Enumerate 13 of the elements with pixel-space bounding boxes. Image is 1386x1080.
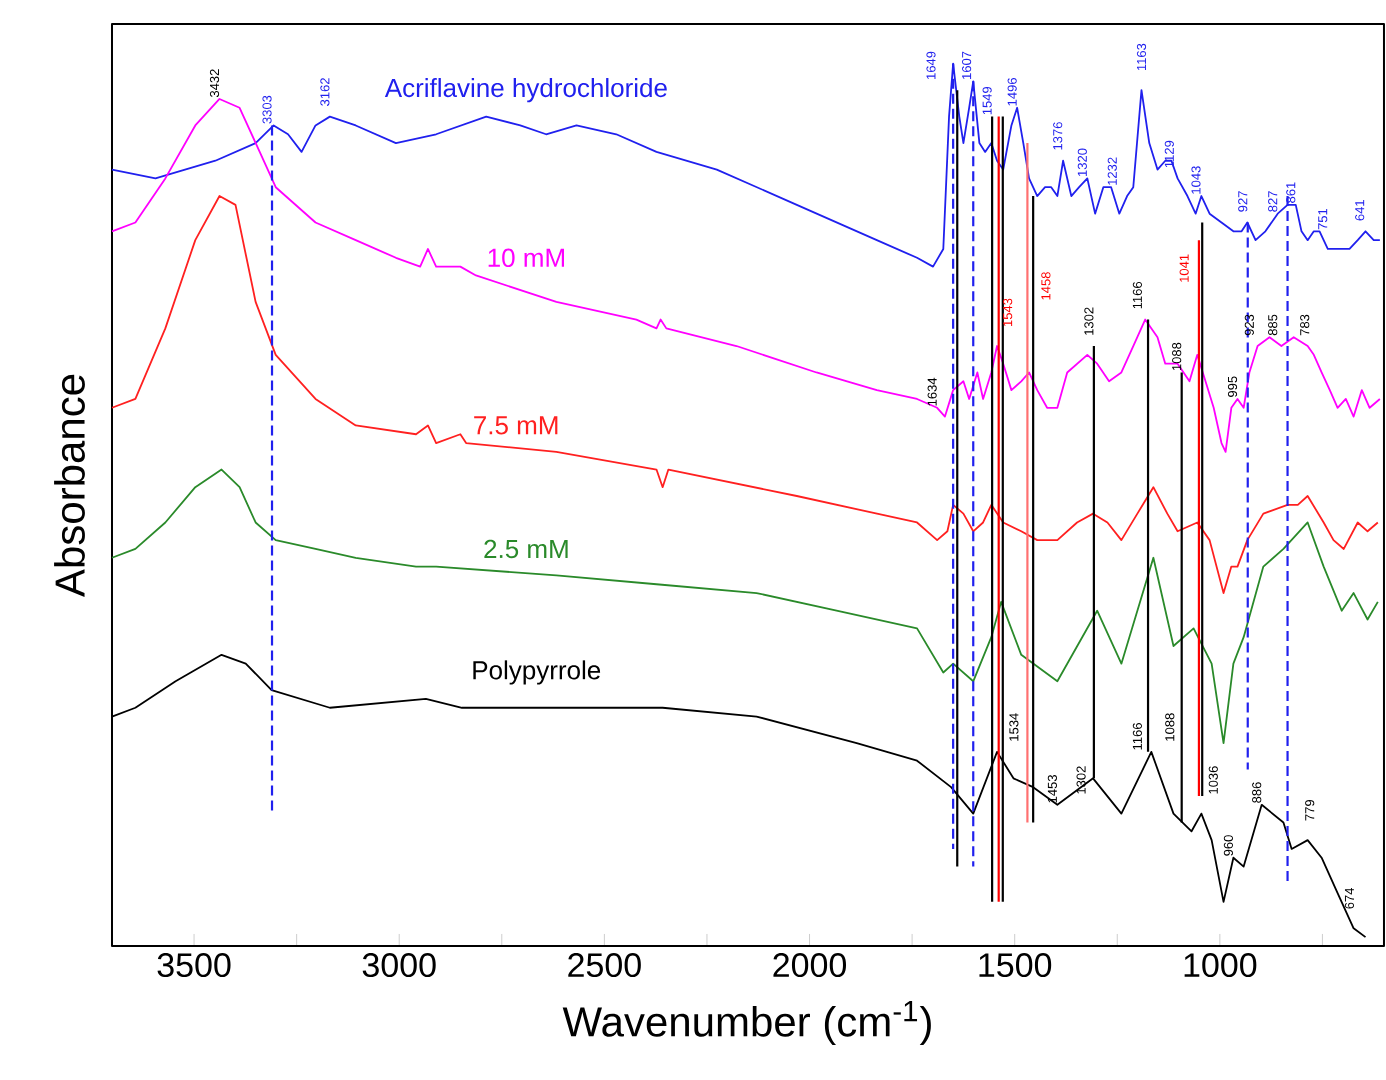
x-tick-label: 2000 (773, 953, 847, 978)
series-label: 10 mM (488, 248, 564, 267)
x-tick-label: 3000 (362, 953, 436, 978)
x-tick-label: 1000 (1184, 953, 1257, 978)
y-axis-title: Absorbance (54, 374, 85, 597)
series-label: Acriflavine hydrochloride (384, 78, 667, 103)
series-label: 2.5 mM (484, 539, 568, 559)
x-tick-label: 3500 (157, 953, 231, 978)
series-label: Polypyrrole (473, 660, 601, 685)
series-label: 7.5 mM (474, 416, 558, 435)
x-axis-title: Wavenumber (cm$^{-1}$) (562, 1001, 931, 1046)
x-tick-label: 2500 (568, 953, 641, 978)
x-tick-label: 1500 (979, 953, 1052, 978)
